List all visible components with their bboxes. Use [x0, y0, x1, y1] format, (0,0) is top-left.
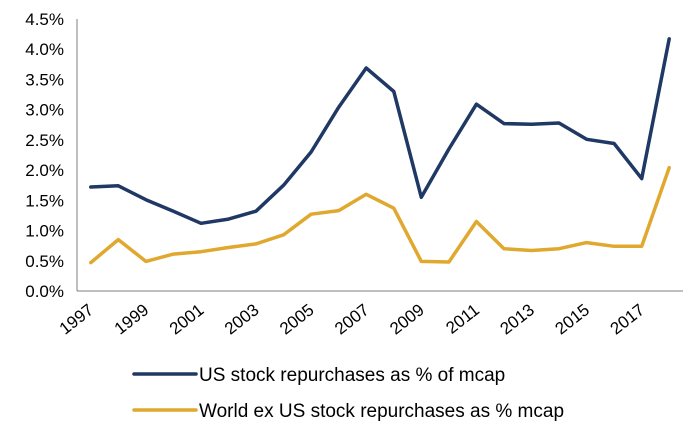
- x-tick-label: 2013: [496, 300, 538, 338]
- y-tick-label: 0.0%: [25, 282, 64, 301]
- axes: [76, 19, 683, 292]
- legend-label-2: World ex US stock repurchases as % mcap: [199, 401, 564, 422]
- x-tick-label: 2011: [442, 300, 483, 337]
- x-tick-label: 2015: [552, 300, 594, 338]
- x-tick-label: 2007: [331, 300, 373, 338]
- y-tick-label: 4.5%: [25, 10, 64, 29]
- y-tick-label: 3.5%: [25, 70, 64, 89]
- series-line-1: [89, 37, 671, 226]
- x-tick-label: 2017: [607, 300, 649, 338]
- x-tick-label: 1997: [56, 300, 98, 338]
- series-line-2: [89, 165, 671, 265]
- y-tick-label: 2.0%: [25, 161, 64, 180]
- legend-label-1: US stock repurchases as % of mcap: [199, 365, 505, 386]
- series-layer: [89, 37, 671, 265]
- y-tick-label: 1.5%: [25, 191, 64, 210]
- y-tick-label: 3.0%: [25, 101, 64, 120]
- legend: US stock repurchases as % of mcap World e…: [132, 365, 564, 422]
- y-tick-label: 4.0%: [25, 40, 64, 59]
- y-axis-labels: 0.0% 0.5% 1.0% 1.5% 2.0% 2.5% 3.0% 3.5% 4.0% 4.5%: [25, 10, 64, 301]
- y-tick-label: 2.5%: [25, 131, 64, 150]
- y-tick-label: 1.0%: [25, 222, 64, 241]
- x-tick-label: 1999: [111, 300, 153, 338]
- x-tick-label: 2009: [386, 300, 428, 338]
- y-tick-label: 0.5%: [25, 252, 64, 271]
- x-tick-label: 2003: [221, 300, 263, 338]
- x-axis-labels: 1997 1999 2001 2003 2005 2007 2009 2011 2013 2015…: [56, 300, 648, 338]
- x-tick-label: 2005: [276, 300, 318, 338]
- x-tick-label: 2001: [166, 300, 208, 338]
